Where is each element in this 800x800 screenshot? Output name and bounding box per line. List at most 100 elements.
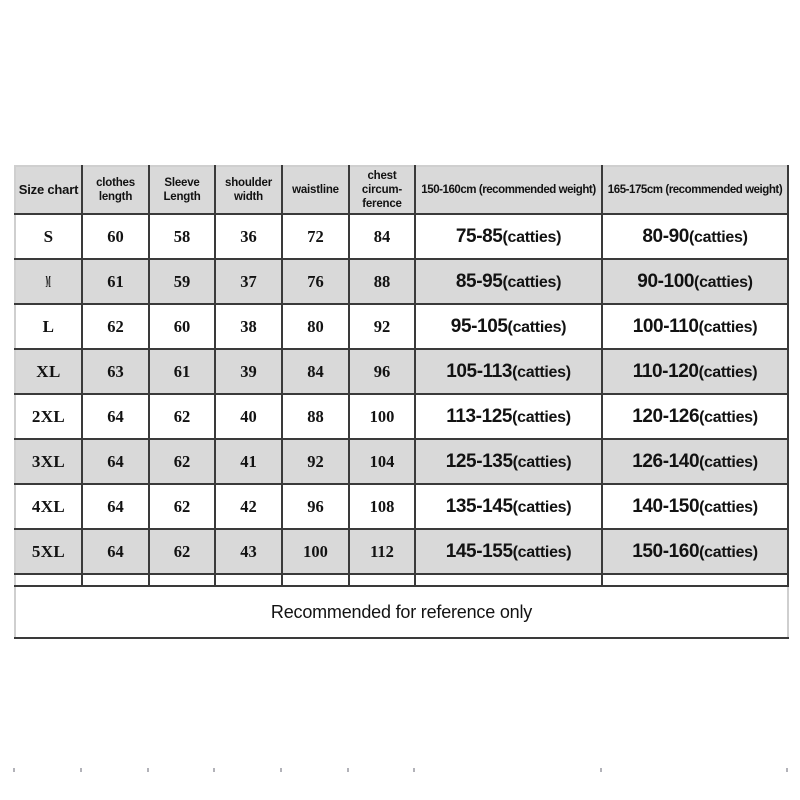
cell-sleeve-length: 62 <box>149 484 216 530</box>
weight-range: 85-95 <box>455 270 503 292</box>
size-chart-table: Size chart clothes length Sleeve Length … <box>14 165 789 639</box>
cell-clothes-length: 61 <box>82 259 150 305</box>
spacer-cell <box>349 574 416 587</box>
column-header-sleeve-length: Sleeve Length <box>149 165 216 215</box>
cell-clothes-length: 64 <box>82 394 150 440</box>
cell-clothes-length: 63 <box>82 349 150 395</box>
cell-waistline: 76 <box>282 259 350 305</box>
cell-chest-circumference: 88 <box>349 259 416 305</box>
cell-size: 5XL <box>14 529 83 575</box>
cell-shoulder-width: 41 <box>215 439 283 485</box>
table-spacer-row <box>14 574 789 587</box>
cell-chest-circumference: 104 <box>349 439 416 485</box>
cell-clothes-length: 64 <box>82 529 150 575</box>
size-label-m: M <box>45 271 52 291</box>
weight-unit: (catties) <box>512 543 572 561</box>
weight-range: 135-145 <box>445 495 513 517</box>
cell-weight-150-160: 75-85(catties) <box>415 214 603 260</box>
weight-unit: (catties) <box>699 498 758 516</box>
table-row: 5XL 64 62 43 100 112 145-155(catties) 15… <box>14 529 789 575</box>
cell-size: M <box>14 259 83 305</box>
cell-size: 2XL <box>14 394 83 440</box>
cell-shoulder-width: 40 <box>215 394 283 440</box>
cell-sleeve-length: 61 <box>149 349 216 395</box>
cell-chest-circumference: 96 <box>349 349 416 395</box>
table-row: S 60 58 36 72 84 75-85(catties) 80-90(ca… <box>14 214 789 260</box>
cell-waistline: 92 <box>282 439 350 485</box>
table-row: M 61 59 37 76 88 85-95(catties) 90-100(c… <box>14 259 789 305</box>
weight-range: 100-110 <box>632 315 699 337</box>
cell-size: XL <box>14 349 83 395</box>
cell-sleeve-length: 59 <box>149 259 216 305</box>
table-row: L 62 60 38 80 92 95-105(catties) 100-110… <box>14 304 789 350</box>
cell-weight-165-175: 126-140(catties) <box>602 439 789 485</box>
weight-unit: (catties) <box>698 318 758 336</box>
cell-sleeve-length: 58 <box>149 214 216 260</box>
weight-unit: (catties) <box>512 363 571 381</box>
tick-mark <box>280 768 282 772</box>
weight-range: 126-140 <box>632 450 700 472</box>
spacer-cell <box>602 574 789 587</box>
table-row: 2XL 64 62 40 88 100 113-125(catties) 120… <box>14 394 789 440</box>
tick-mark <box>413 768 415 772</box>
cell-sleeve-length: 62 <box>149 394 216 440</box>
cell-size: L <box>14 304 83 350</box>
weight-range: 150-160 <box>632 540 700 562</box>
cell-sleeve-length: 62 <box>149 439 216 485</box>
cell-size: 4XL <box>14 484 83 530</box>
weight-unit: (catties) <box>699 453 758 471</box>
cell-weight-165-175: 150-160(catties) <box>602 529 789 575</box>
cell-chest-circumference: 100 <box>349 394 416 440</box>
table-row-highlighted[interactable]: 4XL 64 62 42 96 108 135-145(catties) 140… <box>14 484 789 530</box>
cell-weight-150-160: 125-135(catties) <box>415 439 603 485</box>
cell-waistline: 80 <box>282 304 350 350</box>
weight-unit: (catties) <box>698 363 758 381</box>
tick-mark <box>213 768 215 772</box>
weight-range: 145-155 <box>445 540 513 562</box>
cell-shoulder-width: 38 <box>215 304 283 350</box>
cell-shoulder-width: 36 <box>215 214 283 260</box>
tick-mark <box>786 768 788 772</box>
weight-range: 105-113 <box>446 360 513 382</box>
bottom-tick-artifacts <box>0 768 800 774</box>
cell-clothes-length: 60 <box>82 214 150 260</box>
cell-size: 3XL <box>14 439 83 485</box>
cell-shoulder-width: 42 <box>215 484 283 530</box>
cell-weight-150-160: 105-113(catties) <box>415 349 603 395</box>
cell-weight-165-175: 80-90(catties) <box>602 214 789 260</box>
table-row: XL 63 61 39 84 96 105-113(catties) 110-1… <box>14 349 789 395</box>
weight-range: 80-90 <box>642 225 689 247</box>
column-header-waistline: waistline <box>282 165 350 215</box>
spacer-cell <box>14 574 83 587</box>
cell-chest-circumference: 92 <box>349 304 416 350</box>
cell-weight-150-160: 95-105(catties) <box>415 304 603 350</box>
footer-note: Recommended for reference only <box>14 586 789 639</box>
column-header-shoulder-width: shoulder width <box>215 165 283 215</box>
spacer-cell <box>82 574 150 587</box>
weight-unit: (catties) <box>502 228 562 246</box>
table-header-row: Size chart clothes length Sleeve Length … <box>14 165 789 215</box>
cell-weight-165-175: 90-100(catties) <box>602 259 789 305</box>
column-header-size-chart: Size chart <box>14 165 83 215</box>
weight-range: 95-105 <box>450 315 508 337</box>
weight-unit: (catties) <box>512 498 572 516</box>
weight-range: 125-135 <box>445 450 513 472</box>
weight-range: 113-125 <box>446 405 513 427</box>
weight-unit: (catties) <box>688 228 748 246</box>
cell-clothes-length: 62 <box>82 304 150 350</box>
cell-chest-circumference: 108 <box>349 484 416 530</box>
column-header-clothes-length: clothes length <box>82 165 150 215</box>
weight-unit: (catties) <box>512 408 571 426</box>
table-footer-row: Recommended for reference only <box>14 586 789 639</box>
weight-unit: (catties) <box>507 318 567 336</box>
weight-range: 120-126 <box>632 405 700 427</box>
spacer-cell <box>282 574 350 587</box>
cell-weight-150-160: 85-95(catties) <box>415 259 603 305</box>
cell-weight-165-175: 140-150(catties) <box>602 484 789 530</box>
size-chart-container: Size chart clothes length Sleeve Length … <box>14 165 789 639</box>
cell-shoulder-width: 37 <box>215 259 283 305</box>
cell-sleeve-length: 62 <box>149 529 216 575</box>
cell-clothes-length: 64 <box>82 439 150 485</box>
tick-mark <box>600 768 602 772</box>
column-header-weight-150-160: 150-160cm (recommended weight) <box>415 165 603 215</box>
